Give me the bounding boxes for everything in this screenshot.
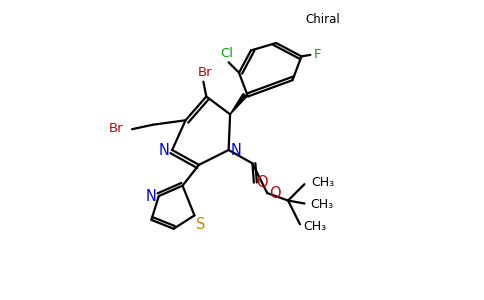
Text: O: O [269, 186, 281, 201]
Text: Br: Br [108, 122, 123, 135]
Text: N: N [231, 142, 242, 158]
Text: CH₃: CH₃ [303, 220, 326, 233]
Text: F: F [314, 48, 321, 62]
Text: CH₃: CH₃ [311, 176, 334, 189]
Text: N: N [159, 142, 170, 158]
Text: Chiral: Chiral [305, 13, 340, 26]
Text: Br: Br [197, 66, 212, 79]
Text: Cl: Cl [221, 47, 234, 60]
Text: CH₃: CH₃ [310, 198, 333, 211]
Text: S: S [196, 217, 205, 232]
Text: O: O [256, 175, 268, 190]
Polygon shape [230, 94, 247, 114]
Text: N: N [146, 189, 156, 204]
